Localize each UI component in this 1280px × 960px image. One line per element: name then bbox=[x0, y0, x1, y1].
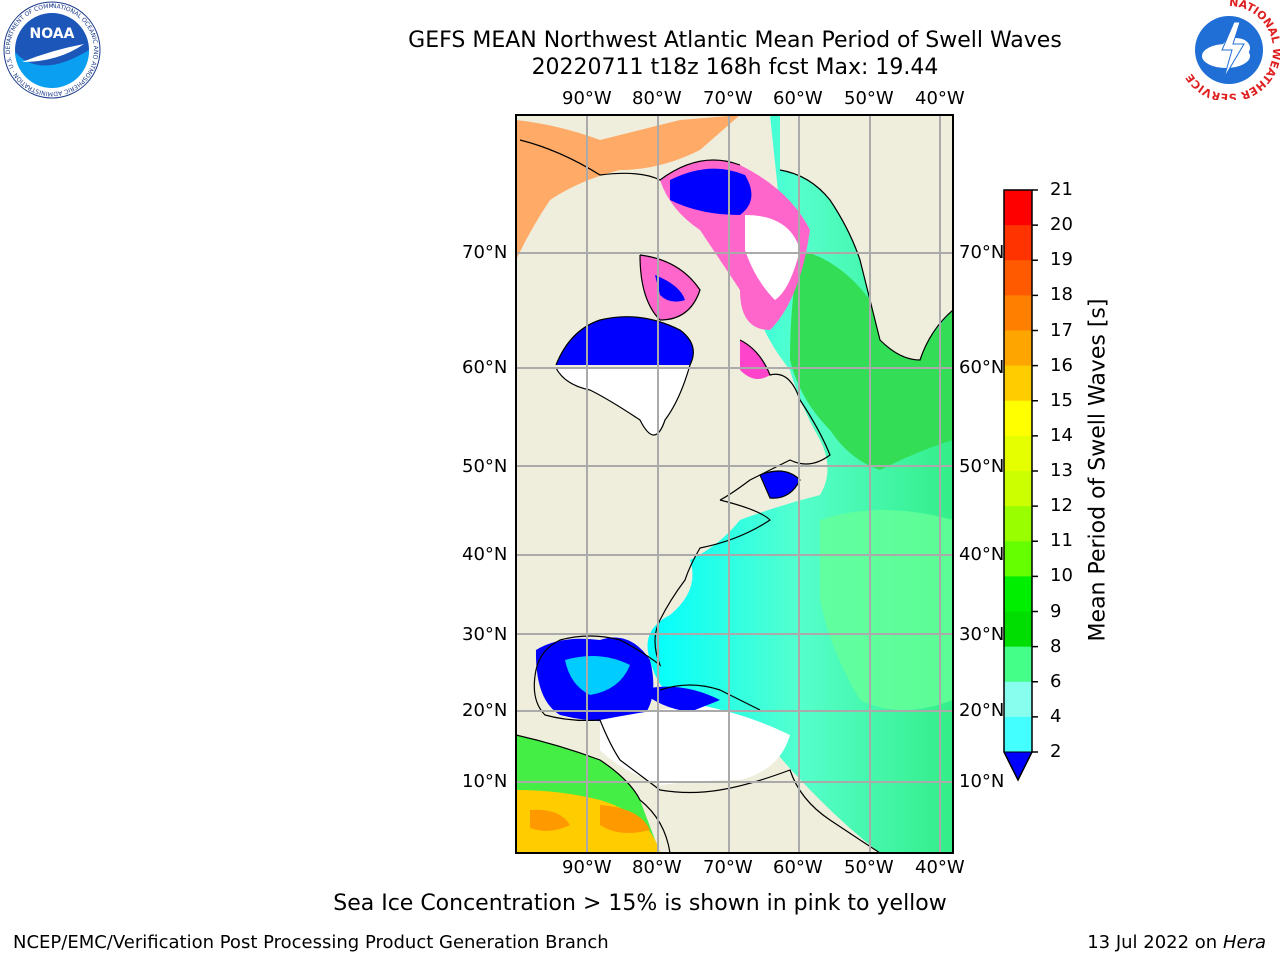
lat-label-left: 50°N bbox=[462, 456, 508, 477]
lat-label-right: 20°N bbox=[959, 700, 1005, 721]
lat-label-left: 20°N bbox=[462, 700, 508, 721]
lon-label-bottom: 80°W bbox=[632, 857, 682, 878]
footer-date: 13 Jul 2022 on Hera bbox=[1087, 932, 1266, 953]
lat-label-right: 10°N bbox=[959, 771, 1005, 792]
colorbar-segment bbox=[1004, 576, 1032, 612]
lon-label-bottom: 70°W bbox=[703, 857, 753, 878]
caribbean-sea bbox=[600, 705, 790, 785]
lat-label-left: 40°N bbox=[462, 544, 508, 565]
svg-text:NOAA: NOAA bbox=[30, 26, 75, 42]
colorbar-extend-arrow bbox=[1003, 751, 1033, 782]
colorbar-segment bbox=[1004, 681, 1032, 718]
colorbar-tick-label: 13 bbox=[1050, 460, 1073, 481]
colorbar-tick-label: 15 bbox=[1050, 389, 1073, 411]
colorbar-segment bbox=[1004, 295, 1032, 331]
sea-ice-note: Sea Ice Concentration > 15% is shown in … bbox=[333, 891, 947, 916]
colorbar-segment bbox=[1004, 400, 1032, 437]
colorbar-tick-label: 8 bbox=[1050, 635, 1062, 657]
colorbar-segment bbox=[1004, 716, 1032, 753]
colorbar-tick-label: 10 bbox=[1050, 565, 1073, 587]
lat-label-right: 50°N bbox=[959, 456, 1005, 477]
lon-label-bottom: 50°W bbox=[844, 857, 894, 878]
james-bay bbox=[556, 368, 690, 435]
lon-label-bottom: 40°W bbox=[915, 857, 965, 878]
lat-label-left: 30°N bbox=[462, 624, 508, 645]
nws-logo-icon: NATIONAL WEATHER SERVICE bbox=[1180, 0, 1280, 100]
footer-host: Hera bbox=[1222, 932, 1266, 953]
lat-label-right: 70°N bbox=[959, 242, 1005, 263]
colorbar-title: Mean Period of Swell Waves [s] bbox=[1085, 298, 1111, 642]
lat-label-right: 60°N bbox=[959, 357, 1005, 378]
lat-label-left: 70°N bbox=[462, 242, 508, 263]
lon-label-top: 80°W bbox=[632, 88, 682, 109]
colorbar-tick-label: 9 bbox=[1050, 600, 1062, 622]
colorbar-tick-label: 12 bbox=[1050, 495, 1073, 517]
graticule bbox=[516, 115, 953, 853]
map-frame bbox=[515, 114, 954, 854]
colorbar-tick-label: 18 bbox=[1050, 284, 1073, 306]
colorbar-tick-label: 2 bbox=[1050, 741, 1062, 762]
lon-label-top: 60°W bbox=[773, 88, 823, 109]
colorbar-segment bbox=[1004, 190, 1032, 226]
colorbar-tick-label: 21 bbox=[1050, 179, 1073, 200]
greenland bbox=[780, 115, 953, 360]
colorbar-tick-label: 14 bbox=[1050, 424, 1073, 446]
colorbar-segment bbox=[1004, 435, 1032, 472]
lon-label-bottom: 60°W bbox=[773, 857, 823, 878]
lat-label-right: 30°N bbox=[959, 624, 1005, 645]
lon-label-top: 90°W bbox=[562, 88, 612, 109]
colorbar-frame bbox=[1003, 189, 1033, 782]
lon-label-bottom: 90°W bbox=[562, 857, 612, 878]
colorbar-tick-label: 19 bbox=[1050, 249, 1073, 271]
colorbar-segment bbox=[1004, 471, 1032, 507]
colorbar-tick-label: 20 bbox=[1050, 214, 1073, 236]
colorbar-tick-label: 17 bbox=[1050, 319, 1073, 341]
lat-label-right: 40°N bbox=[959, 544, 1005, 565]
lon-label-top: 70°W bbox=[703, 88, 753, 109]
lon-label-top: 50°W bbox=[844, 88, 894, 109]
colorbar-segment bbox=[1004, 330, 1032, 367]
arctic-ice bbox=[516, 115, 740, 260]
high-period-zone bbox=[790, 250, 953, 470]
chart-title: GEFS MEAN Northwest Atlantic Mean Period… bbox=[408, 28, 1062, 53]
noaa-logo-icon: NATIONAL OCEANIC AND ATMOSPHERIC ADMINIS… bbox=[0, 0, 101, 99]
colorbar-segment bbox=[1004, 225, 1032, 261]
lat-label-left: 60°N bbox=[462, 357, 508, 378]
colorbar-tick-label: 16 bbox=[1050, 354, 1073, 376]
footer-date-text: 13 Jul 2022 on bbox=[1087, 932, 1218, 953]
lon-label-top: 40°W bbox=[915, 88, 965, 109]
colorbar-tick-label: 4 bbox=[1050, 705, 1062, 727]
colorbar-tick-label: 6 bbox=[1050, 670, 1062, 692]
chart-subtitle: 20220711 t18z 168h fcst Max: 19.44 bbox=[531, 55, 939, 80]
colorbar-segment bbox=[1004, 646, 1032, 683]
lat-label-left: 10°N bbox=[462, 771, 508, 792]
colorbar-segment bbox=[1004, 611, 1032, 648]
colorbar-segment bbox=[1004, 365, 1032, 402]
colorbar bbox=[1003, 189, 1038, 782]
footer-credit: NCEP/EMC/Verification Post Processing Pr… bbox=[13, 932, 609, 953]
colorbar-segment bbox=[1004, 506, 1032, 542]
colorbar-segment bbox=[1004, 541, 1032, 577]
high-period-zone bbox=[820, 510, 953, 710]
colorbar-tick-label: 11 bbox=[1050, 530, 1073, 552]
colorbar-segment bbox=[1004, 260, 1032, 296]
